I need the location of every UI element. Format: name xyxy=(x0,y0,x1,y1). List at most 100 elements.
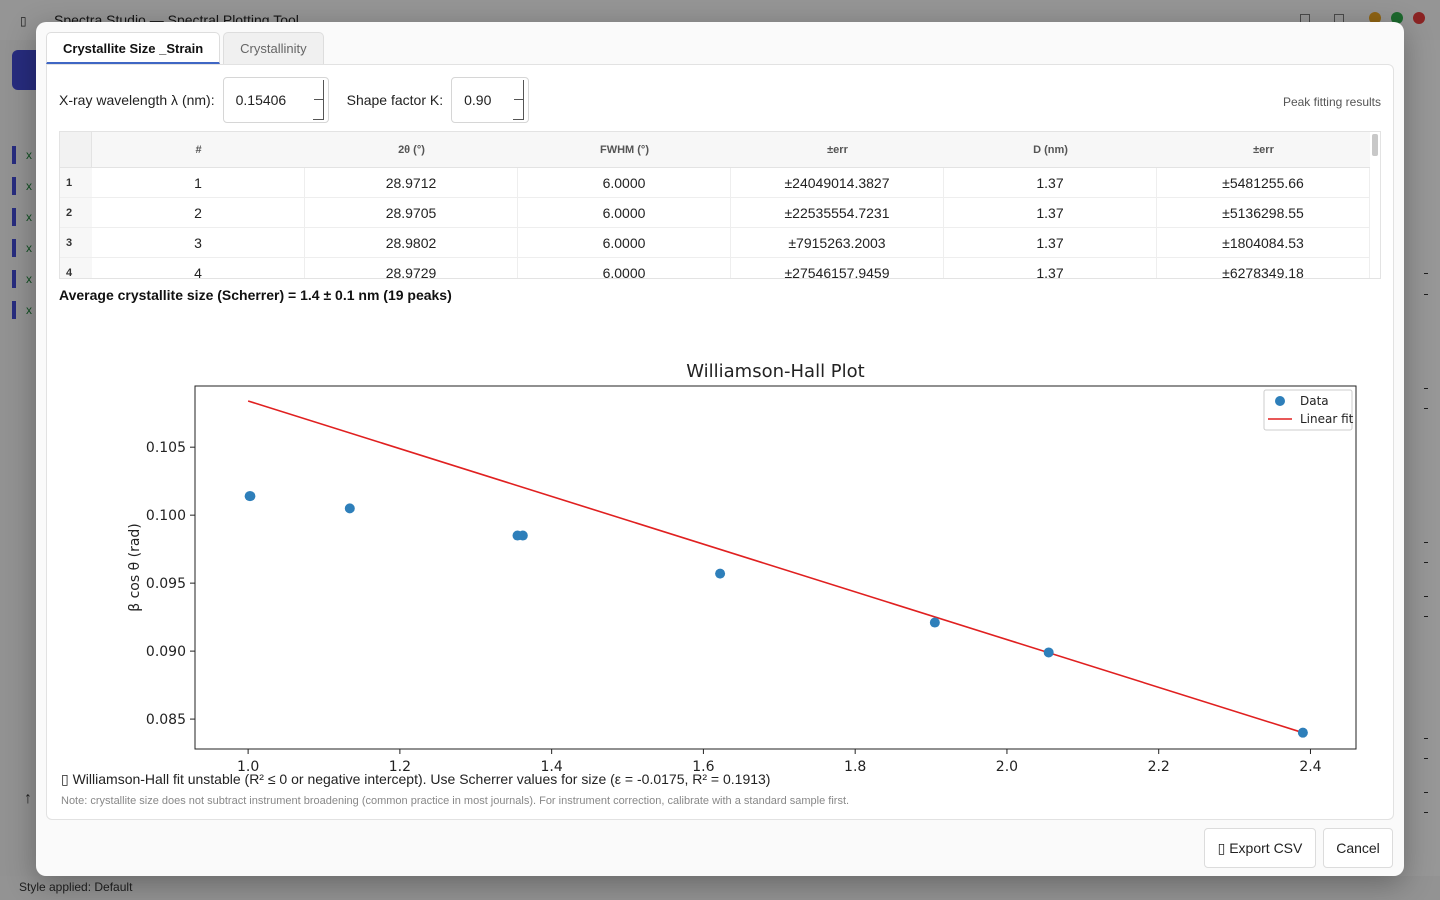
table-cell[interactable]: 3 xyxy=(92,228,305,257)
column-header[interactable]: ±err xyxy=(827,144,848,156)
table-cell[interactable]: 6.0000 xyxy=(518,198,731,227)
table-cell[interactable]: ±7915263.2003 xyxy=(731,228,944,257)
data-point xyxy=(1297,727,1308,738)
wavelength-spinbox[interactable]: 0.15406 xyxy=(222,77,329,123)
table-cell[interactable]: 4 xyxy=(92,258,305,278)
tab-crystallite-size-strain[interactable]: Crystallite Size _Strain xyxy=(46,32,221,64)
table-cell[interactable]: ±5136298.55 xyxy=(1157,198,1370,227)
green-dot-icon[interactable] xyxy=(1391,12,1403,24)
x-tick-label: 2.2 xyxy=(1148,759,1170,771)
spin-arrows-icon[interactable] xyxy=(312,80,324,120)
table-cell[interactable]: 6.0000 xyxy=(518,228,731,257)
right-tick xyxy=(1424,562,1428,563)
warning-text: ▯ Williamson-Hall fit unstable (R² ≤ 0 o… xyxy=(61,771,771,787)
column-header[interactable]: # xyxy=(195,144,202,156)
right-tick xyxy=(1424,408,1428,409)
table-cell[interactable]: ±5481255.66 xyxy=(1157,168,1370,197)
table-row[interactable]: 3 3 28.9802 6.0000 ±7915263.2003 1.37 ±1804084… xyxy=(60,228,1370,258)
table-cell[interactable]: ±24049014.3827 xyxy=(731,168,944,197)
right-tick xyxy=(1424,542,1428,543)
table-cell[interactable]: ±1804084.53 xyxy=(1157,228,1370,257)
right-tick xyxy=(1424,812,1428,813)
x-tick-label: 1.6 xyxy=(692,759,714,771)
table-cell[interactable]: 1.37 xyxy=(944,168,1157,197)
sidebar-chip[interactable]: x xyxy=(12,208,38,226)
table-cell[interactable]: 2 xyxy=(92,198,305,227)
sidebar-chip[interactable]: x xyxy=(12,301,38,319)
williamson-hall-chart: Williamson-Hall Plot 1.0 1.2 1.4 1.6 1.8 2.0 2.… xyxy=(59,311,1383,798)
column-header[interactable]: FWHM (°) xyxy=(600,144,649,156)
chart-svg: Williamson-Hall Plot 1.0 1.2 1.4 1.6 1.8 2.0 2.… xyxy=(127,361,1357,798)
table-cell[interactable]: ±6278349.18 xyxy=(1157,258,1370,278)
peak-fitting-label: Peak fitting results xyxy=(1282,95,1381,109)
table-cell[interactable]: 1.37 xyxy=(944,258,1157,278)
y-tick-label: 0.085 xyxy=(146,712,186,728)
row-number[interactable]: 1 xyxy=(60,168,92,197)
results-table[interactable]: # 2θ (°) FWHM (°) ±err D (nm) ±err 1 1 28.… xyxy=(59,131,1381,279)
table-cell[interactable]: 6.0000 xyxy=(518,168,731,197)
chart-title: Williamson-Hall Plot xyxy=(686,361,864,382)
shape-factor-value: 0.90 xyxy=(464,92,492,108)
right-tick xyxy=(1424,596,1428,597)
table-row[interactable]: 1 1 28.9712 6.0000 ±24049014.3827 1.37 ±548125… xyxy=(60,168,1370,198)
data-point xyxy=(715,568,726,579)
table-cell[interactable]: 28.9712 xyxy=(305,168,518,197)
data-point xyxy=(517,530,528,541)
data-point xyxy=(245,491,256,502)
right-tick xyxy=(1424,792,1428,793)
right-tick xyxy=(1424,758,1428,759)
yellow-dot-icon[interactable] xyxy=(1369,12,1381,24)
sidebar-chip[interactable]: x xyxy=(12,177,38,195)
row-number[interactable]: 4 xyxy=(60,258,92,278)
table-cell[interactable]: 1.37 xyxy=(944,228,1157,257)
x-tick-label: 1.8 xyxy=(844,759,866,771)
x-tick-label: 2.4 xyxy=(1299,759,1321,771)
app-icon: ▯ xyxy=(20,14,27,28)
export-csv-button[interactable]: ▯ Export CSV xyxy=(1204,828,1316,868)
table-cell[interactable]: 28.9705 xyxy=(305,198,518,227)
table-header: # 2θ (°) FWHM (°) ±err D (nm) ±err xyxy=(60,132,1370,168)
shape-factor-spinbox[interactable]: 0.90 xyxy=(451,77,530,123)
table-row[interactable]: 4 4 28.9729 6.0000 ±27546157.9459 1.37 ±627834… xyxy=(60,258,1370,278)
row-number[interactable]: 2 xyxy=(60,198,92,227)
table-cell[interactable]: 28.9802 xyxy=(305,228,518,257)
shape-factor-label: Shape factor K: xyxy=(346,92,444,108)
parameter-row: X-ray wavelength λ (nm): 0.15406 Shape f… xyxy=(59,77,547,123)
tab-panel: X-ray wavelength λ (nm): 0.15406 Shape f… xyxy=(46,64,1394,820)
average-size-text: Average crystallite size (Scherrer) = 1.… xyxy=(59,287,452,303)
right-tick xyxy=(1424,616,1428,617)
cancel-button[interactable]: Cancel xyxy=(1323,828,1393,868)
app-sidebar xyxy=(0,40,40,880)
row-number[interactable]: 3 xyxy=(60,228,92,257)
sidebar-chip[interactable]: x xyxy=(12,146,38,164)
y-axis-label: β cos θ (rad) xyxy=(127,523,143,612)
spin-arrows-icon[interactable] xyxy=(512,80,525,120)
y-tick-label: 0.100 xyxy=(146,508,186,524)
table-scrollbar[interactable] xyxy=(1372,134,1378,156)
x-tick-label: 1.2 xyxy=(389,759,411,771)
sidebar-chip[interactable]: x xyxy=(12,270,38,288)
column-header[interactable]: ±err xyxy=(1253,144,1274,156)
sidebar-chip[interactable]: x xyxy=(12,239,38,257)
table-cell[interactable]: 28.9729 xyxy=(305,258,518,278)
column-header[interactable]: 2θ (°) xyxy=(398,144,425,156)
table-corner xyxy=(60,132,92,167)
y-tick-label: 0.105 xyxy=(146,440,186,456)
status-text: Style applied: Default xyxy=(19,880,133,894)
right-tick xyxy=(1424,294,1428,295)
tab-bar: Crystallite Size _Strain Crystallinity xyxy=(46,32,324,64)
tab-crystallinity[interactable]: Crystallinity xyxy=(223,32,324,64)
up-arrow-icon[interactable]: ↑ xyxy=(24,790,32,807)
table-cell[interactable]: 1.37 xyxy=(944,198,1157,227)
table-cell[interactable]: ±27546157.9459 xyxy=(731,258,944,278)
fit-line xyxy=(247,400,1304,734)
legend-box xyxy=(1263,389,1353,431)
x-tick-label: 2.0 xyxy=(996,759,1018,771)
table-row[interactable]: 2 2 28.9705 6.0000 ±22535554.7231 1.37 ±513629… xyxy=(60,198,1370,228)
table-cell[interactable]: 6.0000 xyxy=(518,258,731,278)
column-header[interactable]: D (nm) xyxy=(1033,144,1068,156)
table-cell[interactable]: ±22535554.7231 xyxy=(731,198,944,227)
table-cell[interactable]: 1 xyxy=(92,168,305,197)
analysis-dialog: Crystallite Size _Strain Crystallinity X… xyxy=(36,22,1404,876)
red-dot-icon[interactable] xyxy=(1413,12,1425,24)
